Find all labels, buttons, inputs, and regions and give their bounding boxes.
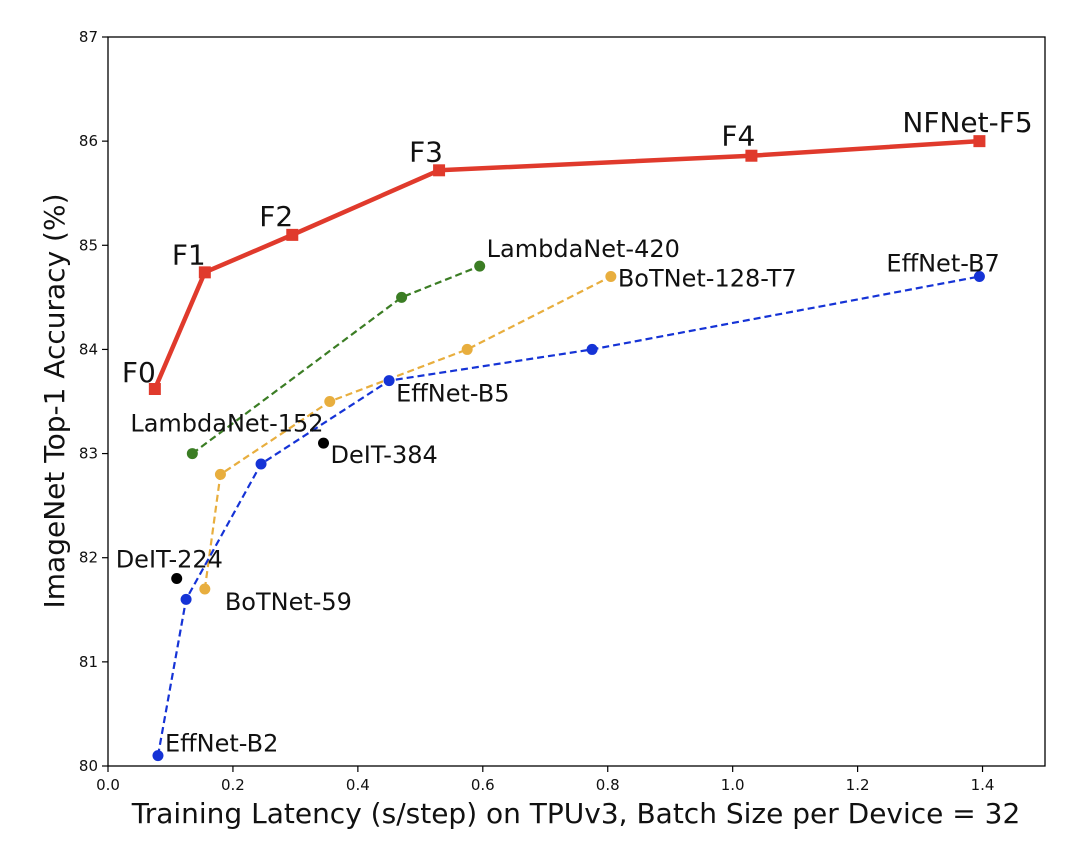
nfnet-point-label: F3: [409, 135, 443, 168]
nfnet-point-label: F4: [721, 120, 755, 153]
y-axis: 80 81 82 83 84 85 86 87: [79, 28, 108, 775]
botnet-marker: [605, 271, 617, 283]
nfnet-marker: [148, 383, 161, 396]
x-tick-label: 1.0: [721, 776, 745, 794]
effnet-marker: [255, 458, 267, 470]
x-tick-label: 0.0: [96, 776, 120, 794]
nfnet-point-label: F1: [172, 238, 206, 271]
nfnet-marker: [745, 149, 758, 162]
nfnet-point-label: NFNet-F5: [902, 106, 1032, 139]
deit-point-label: DeIT-384: [331, 441, 438, 469]
effnet-marker: [383, 375, 395, 387]
x-tick-label: 0.6: [471, 776, 495, 794]
x-axis: 0.0 0.2 0.4 0.6 0.8 1.0 1.2 1.4: [96, 766, 994, 794]
lambdanet-marker: [186, 448, 198, 460]
y-tick-label: 84: [79, 340, 98, 358]
lambdanet-point-label: LambdaNet-152: [130, 410, 323, 438]
y-tick-label: 86: [79, 132, 98, 150]
effnet-marker: [180, 593, 192, 605]
y-tick-label: 87: [79, 28, 98, 46]
y-tick-label: 80: [79, 757, 98, 775]
botnet-marker: [324, 396, 336, 407]
botnet-marker: [199, 583, 211, 595]
lambdanet-marker: [474, 260, 486, 272]
nfnet-marker: [433, 164, 446, 177]
effnet-line: [156, 275, 980, 756]
nfnet-point-label: F2: [259, 200, 293, 233]
effnet-marker: [152, 750, 164, 762]
effnet-point-label: EffNet-B2: [165, 730, 278, 758]
x-axis-title: Training Latency (s/step) on TPUv3, Batc…: [131, 797, 1021, 830]
nfnet-marker: [198, 266, 211, 279]
x-tick-label: 0.4: [346, 776, 370, 794]
botnet-marker: [461, 343, 473, 355]
y-tick-label: 81: [79, 653, 98, 671]
nfnet-marker: [973, 135, 986, 148]
y-axis-title: ImageNet Top-1 Accuracy (%): [38, 194, 71, 609]
nfnet-marker: [286, 228, 299, 241]
series-markers: [148, 135, 986, 762]
botnet-point-label: BoTNet-59: [225, 588, 352, 616]
y-tick-label: 83: [79, 445, 98, 463]
plot-area: [107, 36, 1046, 767]
x-tick-label: 1.4: [971, 776, 995, 794]
deit-point-label: DeIT-224: [116, 546, 223, 574]
deit-marker: [318, 437, 330, 449]
y-tick-label: 85: [79, 236, 98, 254]
x-tick-label: 0.8: [596, 776, 620, 794]
effnet-marker: [973, 271, 985, 283]
botnet-point-label: BoTNet-128-T7: [618, 265, 797, 293]
y-tick-label: 82: [79, 549, 98, 567]
botnet-marker: [214, 468, 226, 480]
x-tick-label: 1.2: [846, 776, 870, 794]
x-tick-label: 0.2: [221, 776, 245, 794]
point-labels: F0 F1 F2 F3 F4 NFNet-F5 LambdaNet-152 LambdaNet…: [116, 106, 1033, 757]
lambdanet-marker: [396, 291, 408, 303]
effnet-marker: [586, 343, 598, 355]
lambdanet-point-label: LambdaNet-420: [487, 235, 680, 263]
deit-marker: [171, 573, 183, 585]
effnet-point-label: EffNet-B5: [396, 380, 509, 408]
effnet-point-label: EffNet-B7: [886, 250, 999, 278]
nfnet-line: [152, 138, 980, 390]
nfnet-point-label: F0: [122, 356, 156, 389]
